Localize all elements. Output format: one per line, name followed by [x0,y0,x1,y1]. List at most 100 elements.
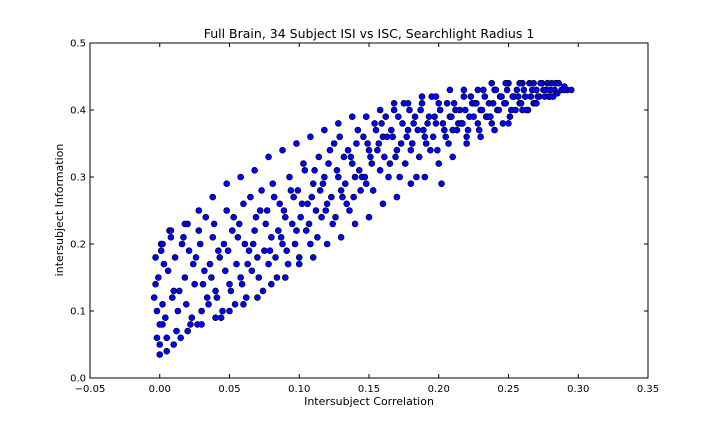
scatter-point [288,220,296,228]
x-tick-label: 0.30 [567,384,589,395]
scatter-point [277,234,285,241]
scatter-point [527,93,535,100]
scatter-point [249,240,257,248]
scatter-point [245,247,253,254]
scatter-point [427,146,434,154]
scatter-point [233,260,240,268]
scatter-point [470,113,477,120]
y-axis-label: intersubject Information [53,144,66,277]
scatter-point [414,126,422,134]
scatter-point [528,86,536,94]
scatter-point [415,153,423,161]
scatter-point [222,267,229,275]
scatter-point [542,86,550,94]
scatter-point [192,254,200,261]
scatter-point [307,240,314,248]
scatter-point [343,200,350,208]
scatter-point [505,120,512,127]
scatter-point [206,260,214,268]
scatter-point [265,260,272,268]
scatter-point [371,120,378,127]
scatter-point [300,160,307,167]
scatter-point [439,120,447,127]
scatter-point [348,113,356,120]
scatter-point [226,280,233,288]
scatter-point [318,213,325,221]
scatter-point [268,234,275,241]
scatter-point [231,300,239,308]
scatter-point [261,247,268,254]
y-tick-label: 0.2 [70,240,86,251]
scatter-point [302,227,310,234]
scatter-point [506,113,514,120]
scatter-point [234,234,242,241]
scatter-point [152,280,159,288]
scatter-point [491,126,498,134]
scatter-point [332,213,339,221]
scatter-point [407,180,415,187]
scatter-point [443,100,451,107]
scatter-point [275,227,282,234]
scatter-point [389,133,397,141]
scatter-point [335,173,342,181]
scatter-point [191,280,198,288]
scatter-point [421,133,429,141]
y-tick-label: 0.5 [70,39,86,50]
scatter-point [189,260,197,268]
scatter-point [223,207,231,214]
scatter-point [336,133,344,141]
scatter-point [177,334,184,342]
scatter-point [386,160,394,167]
scatter-point [279,240,286,248]
scatter-point [360,133,367,141]
scatter-point [403,133,410,141]
scatter-point [252,213,260,221]
scatter-point [509,93,516,100]
scatter-point [390,100,398,107]
scatter-point [162,314,169,322]
scatter-point [258,187,265,194]
scatter-point [323,200,331,208]
scatter-point [316,187,324,194]
scatter-point [201,267,208,275]
scatter-point [410,120,417,127]
scatter-point [434,146,441,154]
scatter-point [348,160,356,167]
scatter-point [226,307,233,315]
scatter-point [256,207,264,214]
scatter-point [163,334,171,342]
scatter-point [435,100,443,107]
scatter-point [241,240,249,248]
x-tick-label: −0.05 [75,384,106,395]
scatter-point [321,126,328,134]
scatter-point [492,86,500,94]
scatter-point [291,240,299,248]
scatter-point [328,193,335,201]
scatter-point [449,153,457,161]
scatter-point [169,294,176,301]
scatter-point [501,100,508,107]
scatter-point [399,120,406,127]
scatter-point [219,307,226,315]
scatter-point [322,207,330,214]
scatter-point [478,106,486,114]
scatter-point [407,146,415,154]
scatter-point [305,220,313,228]
scatter-point [262,220,270,228]
scatter-point [185,247,193,254]
scatter-point [159,300,166,308]
scatter-point [337,234,345,241]
scatter-point [171,254,179,261]
scatter-point [205,300,212,308]
scatter-point [355,167,363,174]
scatter-point [198,307,205,315]
scatter-point [237,173,244,181]
scatter-point [212,287,219,295]
scatter-point [530,79,537,87]
scatter-point [174,307,182,315]
scatter-point [390,106,398,114]
scatter-point [442,133,450,141]
scatter-point [463,133,470,141]
x-tick-label: 0.15 [358,384,380,395]
x-tick-label: 0.35 [637,384,659,395]
